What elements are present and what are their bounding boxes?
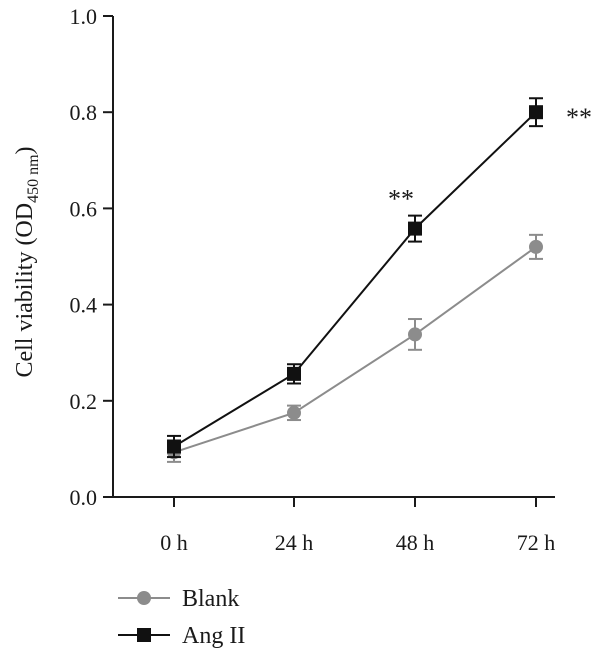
legend-label: Ang II — [182, 623, 245, 649]
significance-annotation: ** — [388, 185, 414, 214]
x-tick-label: 48 h — [396, 530, 435, 555]
series-blank — [167, 233, 543, 463]
y-axis-title: Cell viability (OD450 nm) — [12, 146, 42, 377]
legend-item-ang-ii: Ang II — [118, 623, 245, 649]
y-tick-label: 0.6 — [70, 196, 98, 221]
legend-marker — [137, 591, 151, 605]
y-tick-label: 1.0 — [70, 4, 98, 29]
legend-marker — [137, 628, 151, 642]
legend-item-blank: Blank — [118, 586, 239, 612]
significance-annotation: ** — [566, 103, 592, 132]
y-tick-label: 0.2 — [70, 389, 98, 414]
y-axis-title-main: Cell viability (OD — [12, 203, 38, 378]
data-point — [408, 221, 422, 236]
data-point — [287, 366, 301, 381]
y-tick-label: 0.4 — [70, 293, 98, 318]
y-tick-label: 0.0 — [70, 485, 98, 510]
x-tick-label: 24 h — [275, 530, 314, 555]
data-point — [529, 105, 543, 120]
legend: Blank Ang II — [118, 586, 245, 649]
series-line — [173, 246, 537, 454]
axes: 0.0 0.2 0.4 0.6 0.8 1.0 0 h 24 h 48 h 72 h — [70, 4, 556, 555]
x-tick-label: 72 h — [517, 530, 556, 555]
data-point — [167, 439, 181, 454]
series-line — [173, 111, 537, 448]
x-tick-label: 0 h — [160, 530, 188, 555]
data-point — [287, 405, 301, 420]
series-layer — [167, 97, 543, 463]
legend-label: Blank — [182, 586, 239, 612]
series-ang-ii — [167, 97, 543, 459]
annotation-layer: ** ** — [388, 103, 592, 213]
y-axis-title-subscript: 450 nm — [25, 154, 42, 203]
y-axis-title-close: ) — [12, 146, 38, 154]
data-point — [529, 239, 543, 254]
data-point — [408, 327, 422, 342]
y-tick-label: 0.8 — [70, 100, 98, 125]
